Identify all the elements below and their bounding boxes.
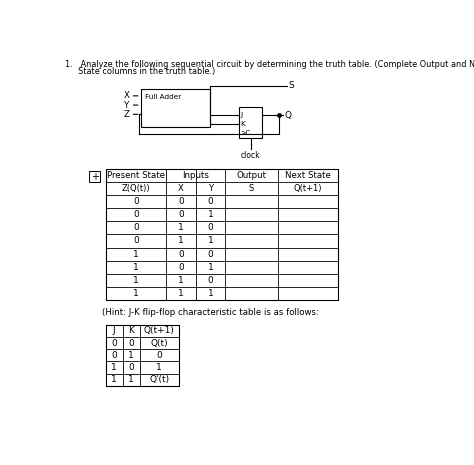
Text: +: + xyxy=(91,172,99,182)
Text: 1: 1 xyxy=(111,375,117,385)
Text: Output: Output xyxy=(237,171,266,180)
Text: 1: 1 xyxy=(133,263,139,272)
Text: Y: Y xyxy=(208,184,213,193)
Text: S: S xyxy=(249,184,254,193)
Text: 1: 1 xyxy=(178,237,184,246)
Text: clock: clock xyxy=(241,151,261,160)
Text: 0: 0 xyxy=(133,223,139,232)
Text: Y: Y xyxy=(124,100,129,110)
Text: 1.   Analyze the following sequential circuit by determining the truth table. (C: 1. Analyze the following sequential circ… xyxy=(65,60,474,69)
Text: Present State: Present State xyxy=(107,171,165,180)
Text: 1: 1 xyxy=(208,237,213,246)
Text: 0: 0 xyxy=(133,237,139,246)
Text: 0: 0 xyxy=(178,210,184,219)
Text: 1: 1 xyxy=(128,375,134,385)
Text: 0: 0 xyxy=(111,339,117,347)
Bar xyxy=(106,325,179,386)
Text: Q(t+1): Q(t+1) xyxy=(294,184,322,193)
Text: J: J xyxy=(241,112,243,118)
Text: 1: 1 xyxy=(111,363,117,372)
Text: 1: 1 xyxy=(133,289,139,298)
Text: 1: 1 xyxy=(208,289,213,298)
Text: State columns in the truth table.): State columns in the truth table.) xyxy=(65,66,216,76)
Text: K: K xyxy=(128,326,134,335)
Text: (Hint: J-K flip-flop characteristic table is as follows:: (Hint: J-K flip-flop characteristic tabl… xyxy=(102,307,319,317)
Text: >C: >C xyxy=(241,130,251,136)
Text: Next State: Next State xyxy=(285,171,331,180)
Text: Inputs: Inputs xyxy=(182,171,209,180)
Text: 0: 0 xyxy=(208,276,213,285)
Text: 0: 0 xyxy=(178,250,184,259)
Text: Q(t): Q(t) xyxy=(150,339,168,347)
Text: 1: 1 xyxy=(178,276,184,285)
Text: 1: 1 xyxy=(128,351,134,360)
Text: X: X xyxy=(178,184,184,193)
Text: 0: 0 xyxy=(133,197,139,206)
Text: 0: 0 xyxy=(156,351,162,360)
Text: 1: 1 xyxy=(208,263,213,272)
Text: 0: 0 xyxy=(111,351,117,360)
Bar xyxy=(90,171,100,182)
Text: 1: 1 xyxy=(178,223,184,232)
Text: K: K xyxy=(241,121,246,127)
Text: 1: 1 xyxy=(156,363,162,372)
Text: 0: 0 xyxy=(128,339,134,347)
Text: 0: 0 xyxy=(178,263,184,272)
Text: Z(Q(t)): Z(Q(t)) xyxy=(122,184,150,193)
Text: 0: 0 xyxy=(128,363,134,372)
Text: X: X xyxy=(124,91,129,100)
Text: Z: Z xyxy=(124,110,129,119)
Text: 1: 1 xyxy=(178,289,184,298)
Bar xyxy=(141,89,210,127)
Text: 0: 0 xyxy=(178,197,184,206)
Text: 1: 1 xyxy=(133,276,139,285)
Text: 0: 0 xyxy=(208,223,213,232)
Text: Q'(t): Q'(t) xyxy=(149,375,169,385)
Text: J: J xyxy=(113,326,116,335)
Text: 0: 0 xyxy=(208,197,213,206)
Text: Q(t+1): Q(t+1) xyxy=(144,326,174,335)
Text: Q: Q xyxy=(285,111,292,120)
Text: 1: 1 xyxy=(208,210,213,219)
Bar xyxy=(106,169,338,300)
Text: 1: 1 xyxy=(133,250,139,259)
Text: 0: 0 xyxy=(208,250,213,259)
Text: Full Adder: Full Adder xyxy=(145,93,182,100)
Text: 0: 0 xyxy=(133,210,139,219)
Text: S: S xyxy=(289,81,294,90)
Bar xyxy=(239,107,262,138)
